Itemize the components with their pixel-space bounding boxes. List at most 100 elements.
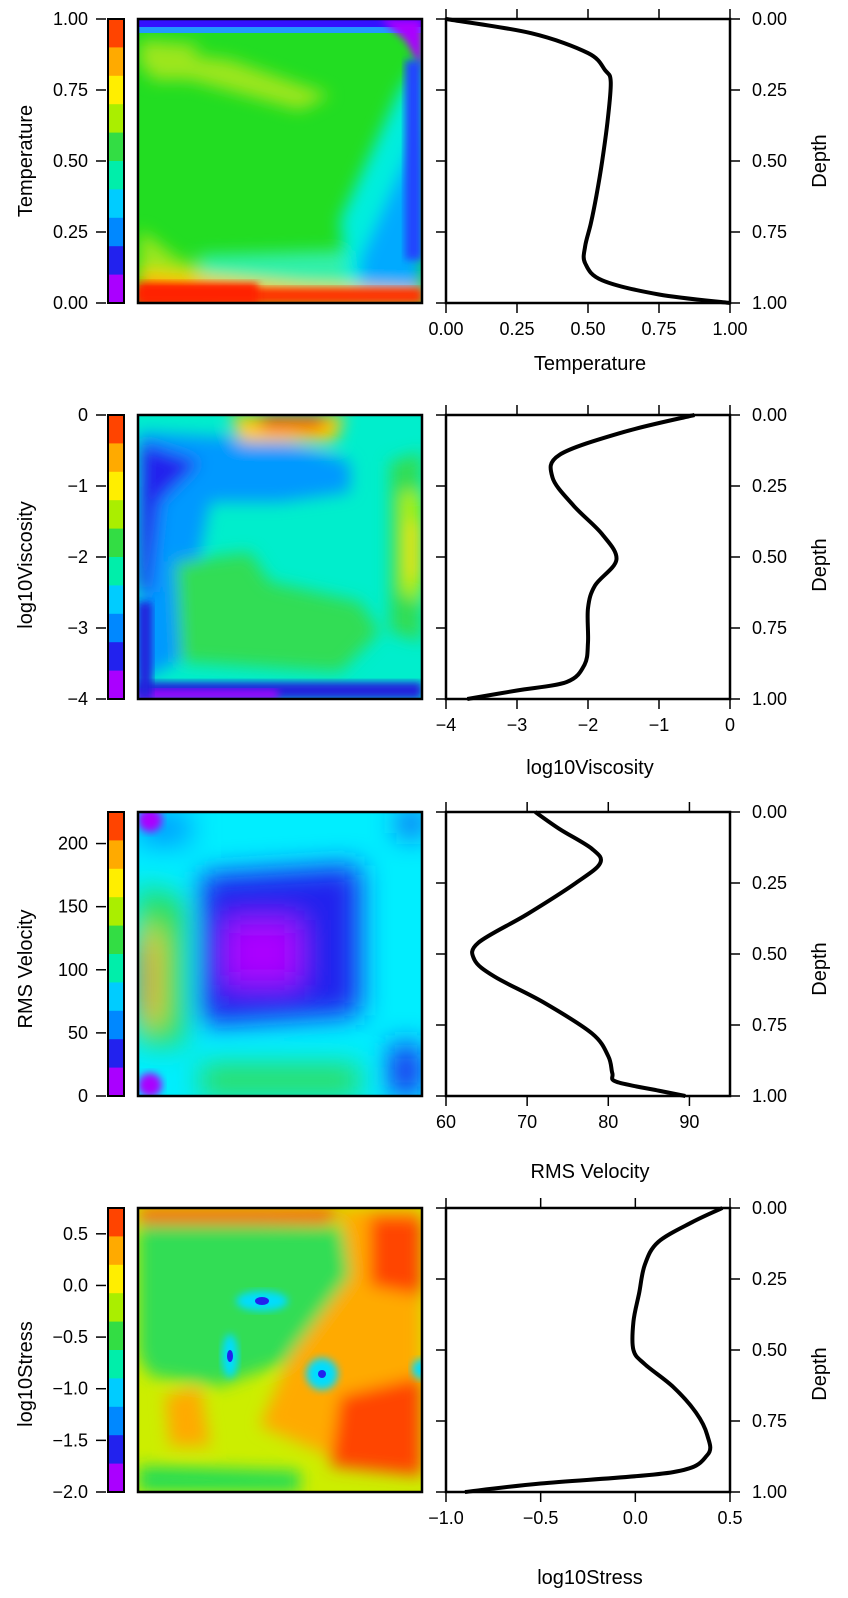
- colorbar-frame: [107, 414, 125, 700]
- panel-1: 1.00 0.75 0.50 0.25 0.00 0.00 0.25 0.50 0.75 1.00…: [53, 9, 787, 339]
- depth-tick-label: 0.25: [752, 80, 787, 100]
- colorbar-tick-label: 0.0: [63, 1275, 88, 1295]
- colorbar-segment: [108, 528, 124, 558]
- depth-tick-label: 0.50: [752, 151, 787, 171]
- depth-tick-label: 0.00: [752, 9, 787, 29]
- x-tick-label: 0.75: [641, 319, 676, 339]
- x-tick-label: 0.5: [717, 1508, 742, 1528]
- colorbar-tick-label: −1: [67, 476, 88, 496]
- colorbar-segment: [108, 1350, 124, 1379]
- colorbar-segment: [108, 1010, 124, 1040]
- colorbar: 0 −1 −2 −3 −4: [67, 405, 125, 709]
- colorbar-segment: [108, 1236, 124, 1266]
- profile-plot: −4 −3 −2 −1 0 0.00 0.25 0.50 0.75 1.00: [436, 405, 787, 735]
- rms-velocity-field-map: [138, 812, 422, 1096]
- depth-tick-label: 0.75: [752, 222, 787, 242]
- colorbar-frame: [107, 18, 125, 304]
- colorbar-segment: [108, 613, 124, 643]
- x-tick-label: −2: [578, 715, 599, 735]
- colorbar-tick-label: −1.0: [52, 1379, 88, 1399]
- depth-tick-label: 0.00: [752, 1198, 787, 1218]
- stress-field-map: [138, 1208, 422, 1492]
- x-tick-label: 0.00: [428, 319, 463, 339]
- profile-frame: [444, 810, 732, 1098]
- colorbar-tick-label: 0.75: [53, 80, 88, 100]
- x-tick-label: −1.0: [428, 1508, 464, 1528]
- colorbar-frame: [107, 811, 125, 1097]
- colorbar-tick-label: 0: [78, 405, 88, 425]
- depth-tick-label: 0.50: [752, 1340, 787, 1360]
- depth-tick-label: 0.50: [752, 944, 787, 964]
- x-tick-label: 0.50: [570, 319, 605, 339]
- colorbar-segment: [108, 443, 124, 473]
- colorbar-segment: [108, 868, 124, 898]
- colorbar-segment: [108, 1321, 124, 1351]
- depth-axis-label: Depth: [809, 538, 831, 591]
- x-tick-label: 80: [598, 1112, 618, 1132]
- colorbar-tick-label: −0.5: [52, 1327, 88, 1347]
- temperature-field-map: [138, 19, 422, 303]
- colorbar-segment: [108, 1039, 124, 1069]
- depth-tick-label: 0.75: [752, 1411, 787, 1431]
- colorbar-tick-label: 100: [58, 960, 88, 980]
- profile-line: [470, 810, 686, 1098]
- colorbar-segment: [108, 812, 124, 841]
- x-tick-label: 0.0: [623, 1508, 648, 1528]
- colorbar-segment: [108, 1208, 124, 1237]
- depth-tick-label: 0.75: [752, 618, 787, 638]
- profile-x-axis-label: log10Stress: [537, 1567, 643, 1589]
- field-axis-label: Temperature: [15, 105, 37, 217]
- colorbar-segment: [108, 1406, 124, 1436]
- colorbar-segment: [108, 840, 124, 870]
- profile-frame: [444, 1206, 732, 1494]
- colorbar-tick-label: −1.5: [52, 1430, 88, 1450]
- depth-tick-label: 0.00: [752, 802, 787, 822]
- field-frame: [136, 413, 424, 701]
- depth-axis-label: Depth: [809, 1347, 831, 1400]
- panel-3: 200 150 100 50 0 60 70 80 90 0.00 0.25 0.50 0.75 1.00: [58, 802, 787, 1132]
- profile-x-axis-label: RMS Velocity: [531, 1161, 650, 1183]
- field-frame: [136, 1206, 424, 1494]
- colorbar: 200 150 100 50 0: [58, 811, 125, 1106]
- field-frame: [136, 810, 424, 1098]
- colorbar-segment: [108, 642, 124, 672]
- colorbar-segment: [108, 47, 124, 77]
- colorbar-segment: [108, 585, 124, 615]
- profile-line: [466, 413, 695, 701]
- colorbar-segment: [108, 897, 124, 927]
- colorbar-tick-label: −4: [67, 689, 88, 709]
- colorbar-segment: [108, 104, 124, 134]
- colorbar-tick-label: 0.50: [53, 151, 88, 171]
- colorbar-segment: [108, 557, 124, 586]
- colorbar-segment: [108, 274, 124, 304]
- depth-tick-label: 0.75: [752, 1015, 787, 1035]
- colorbar-segment: [108, 954, 124, 983]
- x-tick-label: −0.5: [523, 1508, 559, 1528]
- depth-tick-label: 0.25: [752, 873, 787, 893]
- colorbar-segment: [108, 217, 124, 247]
- colorbar-segment: [108, 1264, 124, 1294]
- depth-axis-label: Depth: [809, 942, 831, 995]
- colorbar-segment: [108, 246, 124, 276]
- colorbar-segment: [108, 19, 124, 48]
- colorbar-segment: [108, 982, 124, 1012]
- profile-plot: −1.0 −0.5 0.0 0.5 0.00 0.25 0.50 0.75 1.00: [428, 1198, 787, 1528]
- colorbar-tick-label: 0.00: [53, 293, 88, 313]
- colorbar-segment: [108, 75, 124, 105]
- x-tick-label: −4: [436, 715, 457, 735]
- colorbar-segment: [108, 1463, 124, 1493]
- colorbar-tick-label: 50: [68, 1023, 88, 1043]
- colorbar-tick-label: 0.5: [63, 1224, 88, 1244]
- depth-axis-label: Depth: [809, 134, 831, 187]
- panel-4: 0.5 0.0 −0.5 −1.0 −1.5 −2.0 −1.0 −0.5 0.0 0.5 0.00…: [52, 1198, 787, 1528]
- colorbar-segment: [108, 471, 124, 501]
- colorbar-segment: [108, 415, 124, 444]
- depth-tick-label: 1.00: [752, 293, 787, 313]
- profile-line: [464, 1206, 724, 1494]
- x-tick-label: 0.25: [499, 319, 534, 339]
- x-tick-label: 90: [679, 1112, 699, 1132]
- x-tick-label: −1: [649, 715, 670, 735]
- colorbar-segment: [108, 161, 124, 190]
- colorbar-tick-label: 1.00: [53, 9, 88, 29]
